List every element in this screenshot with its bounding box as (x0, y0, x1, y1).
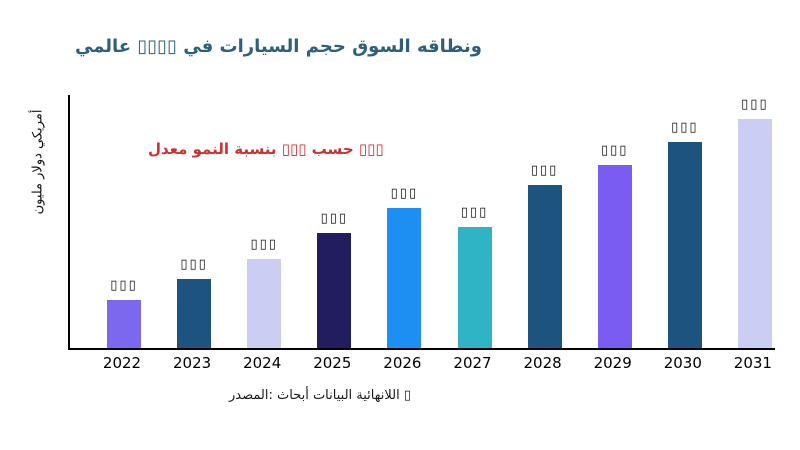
bar-value-label-2026: ▯▯▯ (390, 186, 419, 201)
x-tick-2030: 2030 (663, 354, 702, 372)
bar-2029 (597, 165, 632, 348)
bar-2027 (457, 227, 492, 348)
x-tick-2028: 2028 (523, 354, 562, 372)
bar-2024 (247, 259, 282, 348)
growth-annotation: ▯▯▯ حسب ▯▯▯ بنسبة النمو معدل (148, 140, 384, 158)
x-tick-2027: 2027 (453, 354, 492, 372)
bar-2026 (387, 208, 422, 348)
bar-2025 (317, 233, 352, 348)
x-tick-2024: 2024 (243, 354, 282, 372)
plot-area: ▯▯▯ حسب ▯▯▯ بنسبة النمو معدل ▯▯▯ ▯▯▯ ▯▯▯ ▯▯… (68, 95, 775, 350)
bar-value-label-2025: ▯▯▯ (320, 211, 349, 226)
bar-2022 (107, 300, 141, 348)
bar-value-label-2023: ▯▯▯ (180, 257, 208, 272)
bar-value-label-2028: ▯▯▯ (530, 163, 559, 178)
bar-value-label-2027: ▯▯▯ (460, 205, 489, 220)
bar-value-label-2024: ▯▯▯ (250, 237, 278, 252)
bar-value-label-2022: ▯▯▯ (110, 278, 138, 293)
x-axis-ticks: 2022 2023 2024 2025 2026 2027 2028 2029 2030 2031 (68, 354, 775, 376)
bar-2030 (667, 142, 702, 348)
source-caption: ▯ اللانهائية البيانات أبحاث :المصدر (229, 388, 411, 403)
x-tick-2022: 2022 (102, 354, 142, 372)
x-tick-2025: 2025 (313, 354, 352, 372)
y-axis-label: أمريكي دولار مليون (30, 109, 46, 215)
bar-value-label-2030: ▯▯▯ (671, 120, 699, 135)
x-tick-2029: 2029 (593, 354, 632, 372)
bar-2023 (177, 279, 212, 348)
x-tick-2023: 2023 (173, 354, 212, 372)
bar-value-label-2031: ▯▯▯ (741, 97, 769, 112)
x-tick-2026: 2026 (383, 354, 422, 372)
chart-title: ونطاقه السوق حجم السيارات في ▯▯▯▯ عالمي (75, 36, 482, 57)
bar-value-label-2029: ▯▯▯ (600, 143, 629, 158)
x-tick-2031: 2031 (733, 354, 772, 372)
bar-2031 (737, 119, 772, 348)
bar-2028 (527, 185, 562, 348)
